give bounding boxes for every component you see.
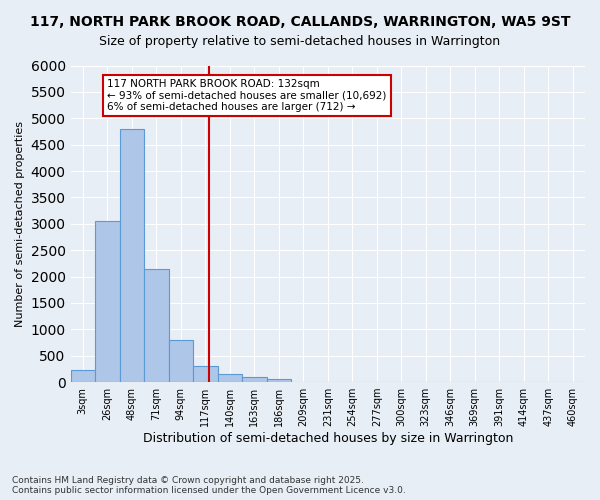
Bar	[193, 366, 218, 382]
Y-axis label: Number of semi-detached properties: Number of semi-detached properties	[15, 121, 25, 327]
Bar	[71, 370, 95, 382]
Bar	[169, 340, 193, 382]
X-axis label: Distribution of semi-detached houses by size in Warrington: Distribution of semi-detached houses by …	[143, 432, 513, 445]
Text: 117 NORTH PARK BROOK ROAD: 132sqm
← 93% of semi-detached houses are smaller (10,: 117 NORTH PARK BROOK ROAD: 132sqm ← 93% …	[107, 78, 386, 112]
Bar	[242, 378, 266, 382]
Bar	[218, 374, 242, 382]
Text: 117, NORTH PARK BROOK ROAD, CALLANDS, WARRINGTON, WA5 9ST: 117, NORTH PARK BROOK ROAD, CALLANDS, WA…	[30, 15, 570, 29]
Bar	[266, 380, 291, 382]
Bar	[144, 268, 169, 382]
Bar	[119, 129, 144, 382]
Text: Size of property relative to semi-detached houses in Warrington: Size of property relative to semi-detach…	[100, 35, 500, 48]
Bar	[95, 221, 119, 382]
Text: Contains HM Land Registry data © Crown copyright and database right 2025.
Contai: Contains HM Land Registry data © Crown c…	[12, 476, 406, 495]
